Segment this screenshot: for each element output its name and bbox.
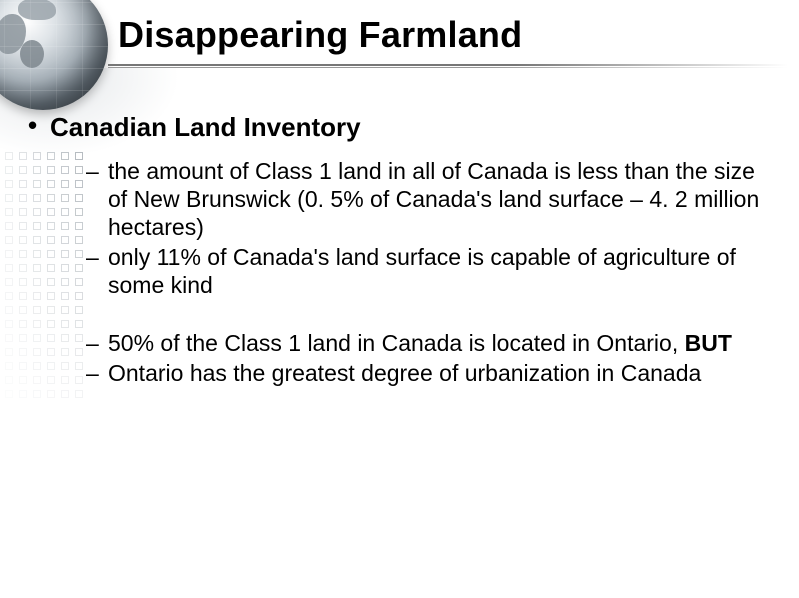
content-body: Canadian Land Inventory the amount of Cl… [28,112,775,389]
slide-title: Disappearing Farmland [118,14,522,56]
spacer [28,301,775,329]
sub-bullet: the amount of Class 1 land in all of Can… [86,157,775,241]
sub-bullet: 50% of the Class 1 land in Canada is loc… [86,329,775,357]
sub-bullet-text: 50% of the Class 1 land in Canada is loc… [108,330,685,356]
sub-bullet-group-2: 50% of the Class 1 land in Canada is loc… [28,329,775,387]
sub-bullet: Ontario has the greatest degree of urban… [86,359,775,387]
sub-bullet: only 11% of Canada's land surface is cap… [86,243,775,299]
sub-bullet-group-1: the amount of Class 1 land in all of Can… [28,157,775,299]
slide: Disappearing Farmland Canadian Land Inve… [0,0,799,598]
emphasis-text: BUT [685,330,732,356]
title-underline [108,64,788,70]
heading-bullet: Canadian Land Inventory [28,112,775,143]
